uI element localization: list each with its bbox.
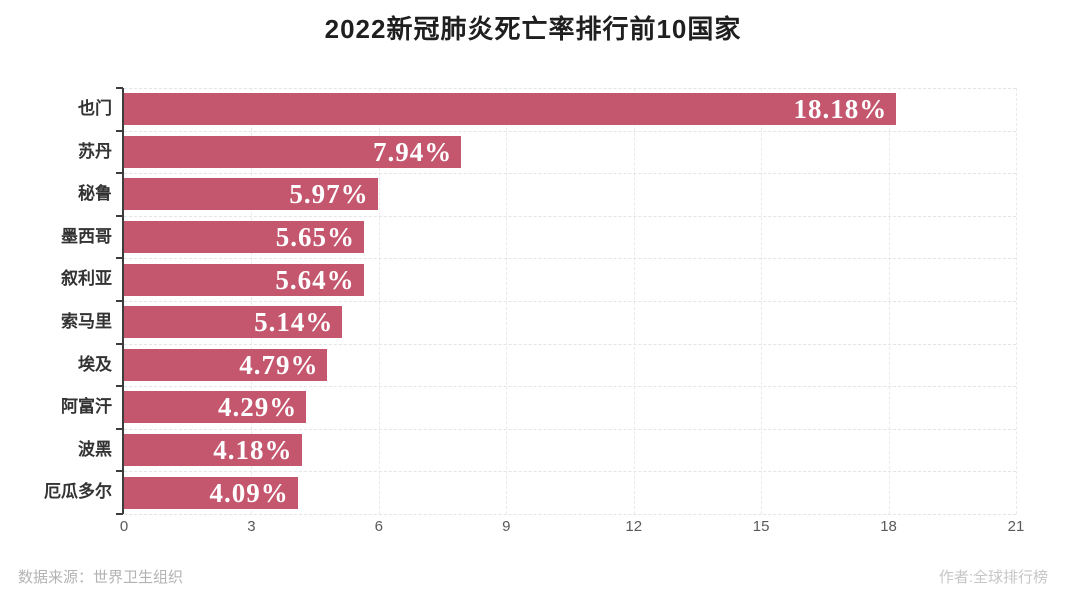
bar-value-label: 4.09% bbox=[209, 477, 289, 508]
bar-row: 4.29% bbox=[124, 386, 1016, 429]
x-tick-label: 9 bbox=[502, 518, 511, 535]
chart-title: 2022新冠肺炎死亡率排行前10国家 bbox=[324, 14, 742, 44]
y-axis-tick bbox=[116, 214, 123, 217]
x-tick-label: 0 bbox=[119, 518, 129, 535]
bar-value-label: 18.18% bbox=[793, 94, 888, 125]
plot-area: 18.18% 7.94% 5.97% 5.65% 5.64% 5.14% 4.79% 4.29… bbox=[116, 87, 1017, 515]
y-axis-tick bbox=[116, 87, 123, 89]
bar-value-label: 4.79% bbox=[239, 349, 319, 380]
bar: 7.94% bbox=[124, 135, 462, 168]
vertical-gridline bbox=[1016, 88, 1017, 514]
bar-value-label: 5.65% bbox=[275, 222, 355, 253]
bar-row: 5.65% bbox=[124, 216, 1016, 259]
bar: 4.09% bbox=[124, 476, 298, 509]
horizontal-gridline bbox=[124, 514, 1016, 515]
horizontal-gridline bbox=[124, 301, 1016, 302]
y-axis-labels: 也门苏丹秘鲁墨西哥叙利亚索马里埃及阿富汗波黑厄瓜多尔 bbox=[0, 88, 112, 514]
bar-row: 4.18% bbox=[124, 429, 1016, 472]
bar: 5.97% bbox=[124, 178, 378, 211]
data-source-text: 数据来源：世界卫生组织 bbox=[18, 569, 184, 586]
category-label: 墨西哥 bbox=[61, 226, 112, 246]
horizontal-gridline bbox=[124, 471, 1016, 473]
horizontal-gridline bbox=[124, 88, 1016, 89]
y-axis-tick bbox=[116, 172, 123, 175]
bar: 4.18% bbox=[124, 434, 302, 467]
category-label: 苏丹 bbox=[78, 141, 112, 161]
y-axis-line bbox=[122, 88, 124, 514]
bar-row: 4.09% bbox=[124, 471, 1016, 514]
bar-value-label: 5.64% bbox=[275, 264, 355, 295]
bar: 4.29% bbox=[124, 391, 307, 424]
y-axis-tick bbox=[116, 257, 123, 260]
bar: 5.14% bbox=[124, 306, 343, 339]
x-axis-labels: 0 3 6 9 12 15 18 21 bbox=[120, 518, 1025, 540]
y-axis-tick bbox=[116, 427, 123, 430]
horizontal-gridline bbox=[124, 386, 1016, 388]
bar-row: 5.14% bbox=[124, 301, 1016, 344]
horizontal-gridline bbox=[124, 215, 1016, 217]
x-tick-label: 6 bbox=[374, 518, 384, 535]
category-label: 秘鲁 bbox=[78, 184, 112, 204]
x-tick-label: 21 bbox=[1007, 518, 1025, 535]
horizontal-gridline bbox=[124, 130, 1016, 132]
category-label: 也门 bbox=[78, 99, 112, 118]
horizontal-gridline bbox=[124, 173, 1016, 175]
category-label: 叙利亚 bbox=[61, 269, 112, 289]
x-tick-label: 15 bbox=[752, 518, 770, 535]
bar-value-label: 5.14% bbox=[254, 307, 334, 338]
y-axis-tick bbox=[116, 342, 123, 345]
bar: 4.79% bbox=[124, 348, 328, 381]
y-axis-tick bbox=[116, 513, 123, 515]
x-tick-label: 18 bbox=[880, 518, 897, 535]
y-axis-tick bbox=[116, 300, 123, 302]
category-label: 埃及 bbox=[78, 354, 112, 374]
bar-row: 4.79% bbox=[124, 344, 1016, 387]
bar: 5.65% bbox=[124, 221, 364, 254]
y-axis-tick bbox=[116, 129, 123, 132]
bar-row: 18.18% bbox=[124, 88, 1016, 131]
bar-value-label: 5.97% bbox=[289, 179, 369, 210]
bar-row: 5.64% bbox=[124, 258, 1016, 301]
y-axis-tick bbox=[116, 470, 123, 473]
category-label: 厄瓜多尔 bbox=[44, 482, 112, 502]
bar-value-label: 4.29% bbox=[217, 392, 298, 423]
bar-row: 5.97% bbox=[124, 173, 1016, 216]
x-tick-label: 3 bbox=[247, 518, 256, 535]
category-label: 波黑 bbox=[78, 439, 112, 459]
bar-value-label: 7.94% bbox=[373, 136, 453, 167]
x-tick-label: 12 bbox=[625, 518, 643, 535]
bar-row: 7.94% bbox=[124, 131, 1016, 174]
horizontal-gridline bbox=[124, 258, 1016, 260]
horizontal-gridline bbox=[124, 343, 1016, 345]
bar: 18.18% bbox=[124, 93, 897, 126]
author-text: 作者:全球排行榜 bbox=[938, 569, 1048, 586]
category-label: 阿富汗 bbox=[61, 397, 112, 417]
horizontal-gridline bbox=[124, 428, 1016, 430]
y-axis-tick bbox=[116, 385, 123, 388]
bar-value-label: 4.18% bbox=[213, 435, 293, 466]
bar: 5.64% bbox=[124, 263, 364, 296]
category-label: 索马里 bbox=[61, 312, 112, 331]
